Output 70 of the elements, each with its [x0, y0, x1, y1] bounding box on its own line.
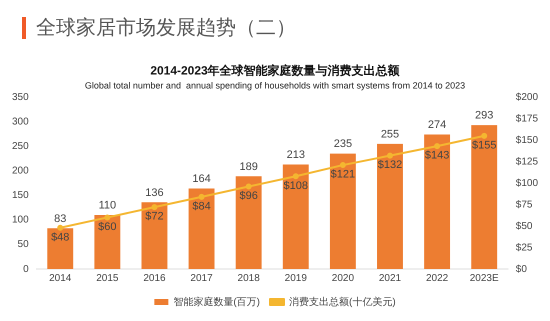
- data-label: $132: [378, 159, 402, 172]
- y2-tick-label: $25: [516, 242, 533, 254]
- x-tick-label: 2017: [190, 272, 214, 284]
- x-tick-label: 2016: [143, 272, 166, 284]
- legend-label: 消费支出总额(十亿美元): [289, 296, 396, 308]
- point: [434, 143, 440, 150]
- x-tick-label: 2019: [284, 272, 308, 284]
- data-label: 235: [334, 138, 352, 150]
- data-label: $72: [145, 210, 164, 223]
- data-label: $60: [98, 220, 117, 233]
- bar: [471, 125, 498, 269]
- y2-tick-label: $75: [516, 199, 533, 210]
- x-tick-label: 2015: [96, 272, 119, 284]
- point: [386, 152, 393, 159]
- point: [104, 214, 110, 220]
- bar: [236, 176, 262, 269]
- data-label: 213: [286, 148, 305, 161]
- data-label: 255: [380, 128, 400, 140]
- x-tick-label: 2014: [49, 272, 72, 284]
- data-label: $108: [284, 180, 308, 192]
- chart-subtitle: Global total number and annual spending of households with smart systems from 2014 to 2023: [84, 80, 466, 90]
- y2-tick-label: $0: [516, 264, 528, 275]
- x-tick-label: 2023E: [470, 272, 499, 284]
- data-label: $155: [472, 139, 496, 152]
- data-label: 164: [192, 173, 211, 186]
- point: [481, 132, 488, 139]
- y2-tick-label: $50: [516, 220, 533, 232]
- y-tick-label: 250: [12, 141, 30, 152]
- y-tick-label: 200: [12, 166, 30, 177]
- point: [151, 204, 158, 210]
- y-tick-label: 350: [12, 92, 30, 103]
- data-label: 110: [98, 200, 116, 212]
- x-tick-label: 2021: [378, 272, 402, 284]
- x-tick-label: 2018: [238, 272, 260, 284]
- data-label: $143: [424, 150, 450, 162]
- bar: [330, 154, 356, 269]
- data-label: $121: [330, 168, 356, 181]
- y2-tick-label: $100: [516, 178, 538, 189]
- x-tick-label: 2022: [426, 272, 449, 284]
- bar: [377, 144, 403, 269]
- data-label: $96: [239, 190, 258, 202]
- point: [340, 162, 346, 168]
- y2-tick-label: $200: [516, 92, 538, 103]
- bar: [282, 164, 309, 269]
- x-tick-label: 2020: [332, 272, 354, 284]
- y-tick-label: 300: [12, 116, 30, 128]
- data-label: $84: [192, 200, 211, 212]
- data-label: $48: [51, 231, 70, 244]
- bar: [188, 188, 215, 269]
- y-tick-label: 0: [23, 264, 30, 275]
- data-label: 189: [239, 160, 258, 173]
- bar: [142, 202, 168, 269]
- y2-tick-label: $150: [516, 134, 538, 146]
- y2-tick-label: $175: [516, 113, 538, 124]
- y-tick-label: 150: [12, 190, 30, 202]
- data-label: 293: [475, 110, 494, 122]
- data-label: 274: [428, 119, 446, 132]
- bar: [424, 134, 450, 269]
- point: [198, 194, 205, 200]
- point: [57, 224, 64, 231]
- y-tick-label: 50: [18, 239, 30, 250]
- point: [246, 184, 252, 190]
- chart-title: 2014-2023年全球智能家庭数量与消费支出总额: [150, 64, 401, 78]
- y2-tick-label: $125: [516, 156, 538, 168]
- text: 全球家居市场发展趋势（二）: [36, 16, 296, 41]
- y-tick-label: 100: [12, 214, 30, 226]
- legend-label: 智能家庭数量(百万): [173, 296, 260, 308]
- data-label: 136: [145, 186, 164, 199]
- point: [292, 173, 299, 180]
- data-label: 83: [54, 212, 66, 225]
